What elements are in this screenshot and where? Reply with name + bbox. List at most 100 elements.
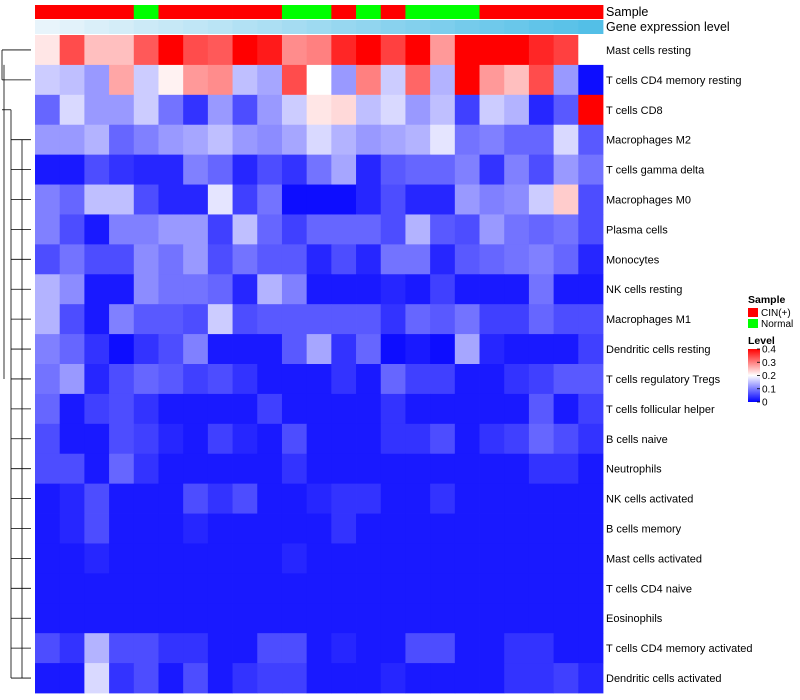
heatmap-cell xyxy=(479,483,505,514)
heatmap-cell xyxy=(454,334,480,365)
heatmap-cell xyxy=(331,543,357,574)
heatmap-cell xyxy=(109,573,135,604)
heatmap-cell xyxy=(281,543,308,574)
heatmap-cell xyxy=(59,214,85,245)
heatmap-cell xyxy=(183,154,209,185)
heatmap-cell xyxy=(133,543,159,574)
heatmap-cell xyxy=(380,304,406,335)
heatmap-cell xyxy=(183,184,209,215)
heatmap-cell xyxy=(232,304,258,335)
heatmap-cell xyxy=(158,214,184,245)
legend-level: Level 0.4 0.3 0.2 0.1 0 xyxy=(748,335,776,409)
heatmap-cell xyxy=(257,453,283,485)
heatmap-cell xyxy=(109,633,135,664)
gene-expression-track-cell xyxy=(281,20,308,34)
heatmap-cell xyxy=(405,214,431,245)
row-label: T cells regulatory Tregs xyxy=(606,374,721,386)
heatmap-cell xyxy=(553,573,579,604)
heatmap-cell xyxy=(158,393,184,425)
sample-track-cell xyxy=(454,5,480,19)
heatmap-cell xyxy=(59,64,85,96)
heatmap-cell xyxy=(553,64,579,96)
heatmap-cell xyxy=(133,573,159,604)
heatmap-cell xyxy=(578,154,604,185)
heatmap-cell xyxy=(207,214,233,245)
heatmap-cell xyxy=(35,573,61,604)
heatmap-cell xyxy=(405,184,431,215)
row-label: T cells CD8 xyxy=(606,105,663,117)
heatmap-cell xyxy=(306,244,332,275)
heatmap-cell xyxy=(578,663,604,694)
heatmap-cell xyxy=(133,603,159,634)
heatmap-cell xyxy=(528,124,555,156)
heatmap-cell xyxy=(281,304,308,335)
heatmap-cell xyxy=(133,453,159,485)
heatmap-cell xyxy=(331,364,357,395)
heatmap-cell xyxy=(504,64,530,96)
heatmap-cell xyxy=(356,94,382,126)
heatmap-cell xyxy=(405,393,431,425)
heatmap-cell xyxy=(578,573,604,604)
legend-sample: Sample CIN(+) Normal xyxy=(748,294,793,330)
heatmap-cell xyxy=(553,244,579,275)
sample-track-cell xyxy=(504,5,530,19)
heatmap-cell xyxy=(356,513,382,544)
heatmap-cell xyxy=(405,364,431,395)
heatmap-cell xyxy=(306,304,332,335)
heatmap-cell xyxy=(331,603,357,634)
heatmap-cell xyxy=(84,184,110,215)
gene-expression-track-cell xyxy=(158,20,184,34)
heatmap-cell xyxy=(553,304,579,335)
heatmap-cell xyxy=(183,94,209,126)
heatmap-cell xyxy=(356,603,382,634)
heatmap-cell xyxy=(356,184,382,215)
gene-expression-track-cell xyxy=(430,20,456,34)
heatmap-cell xyxy=(454,64,480,96)
heatmap-cell xyxy=(257,364,283,395)
heatmap-cell xyxy=(109,64,135,96)
heatmap-cell xyxy=(454,393,480,425)
heatmap-cell xyxy=(84,573,110,604)
heatmap-cell xyxy=(232,393,258,425)
sample-track-cell xyxy=(578,5,604,19)
heatmap-cell xyxy=(356,663,382,694)
row-label: T cells gamma delta xyxy=(606,165,705,177)
heatmap-cell xyxy=(84,423,110,455)
heatmap-cell xyxy=(553,184,579,215)
heatmap-cell xyxy=(331,124,357,156)
row-label: Eosinophils xyxy=(606,613,663,625)
heatmap-cell xyxy=(306,334,332,365)
heatmap-cell xyxy=(281,334,308,365)
heatmap-cell xyxy=(578,483,604,514)
heatmap-cell xyxy=(504,334,530,365)
heatmap-cell xyxy=(59,633,85,664)
heatmap-cell xyxy=(306,184,332,215)
heatmap-cell xyxy=(528,64,555,96)
row-label: Mast cells activated xyxy=(606,553,702,565)
legend-level-tick-label: 0.4 xyxy=(762,345,776,356)
sample-track-cell xyxy=(306,5,332,19)
heatmap-cell xyxy=(528,603,555,634)
heatmap-cell xyxy=(430,483,456,514)
heatmap-cell xyxy=(454,663,480,694)
heatmap-cell xyxy=(183,304,209,335)
heatmap-cell xyxy=(207,633,233,664)
heatmap-cell xyxy=(109,483,135,514)
heatmap-cell xyxy=(35,214,61,245)
heatmap-cell xyxy=(59,184,85,215)
heatmap-cell xyxy=(109,274,135,305)
heatmap-cell xyxy=(158,663,184,694)
heatmap-cell xyxy=(281,124,308,156)
heatmap-cell xyxy=(331,64,357,96)
heatmap-cell xyxy=(356,214,382,245)
heatmap-cell xyxy=(158,304,184,335)
sample-track-cell xyxy=(133,5,159,19)
heatmap-cell xyxy=(183,483,209,514)
row-label: Macrophages M1 xyxy=(606,314,691,326)
heatmap-cell xyxy=(331,513,357,544)
heatmap-cell xyxy=(331,154,357,185)
gene-expression-track-cell xyxy=(331,20,357,34)
heatmap-cell xyxy=(232,334,258,365)
heatmap-cell xyxy=(356,393,382,425)
heatmap-cell xyxy=(84,244,110,275)
